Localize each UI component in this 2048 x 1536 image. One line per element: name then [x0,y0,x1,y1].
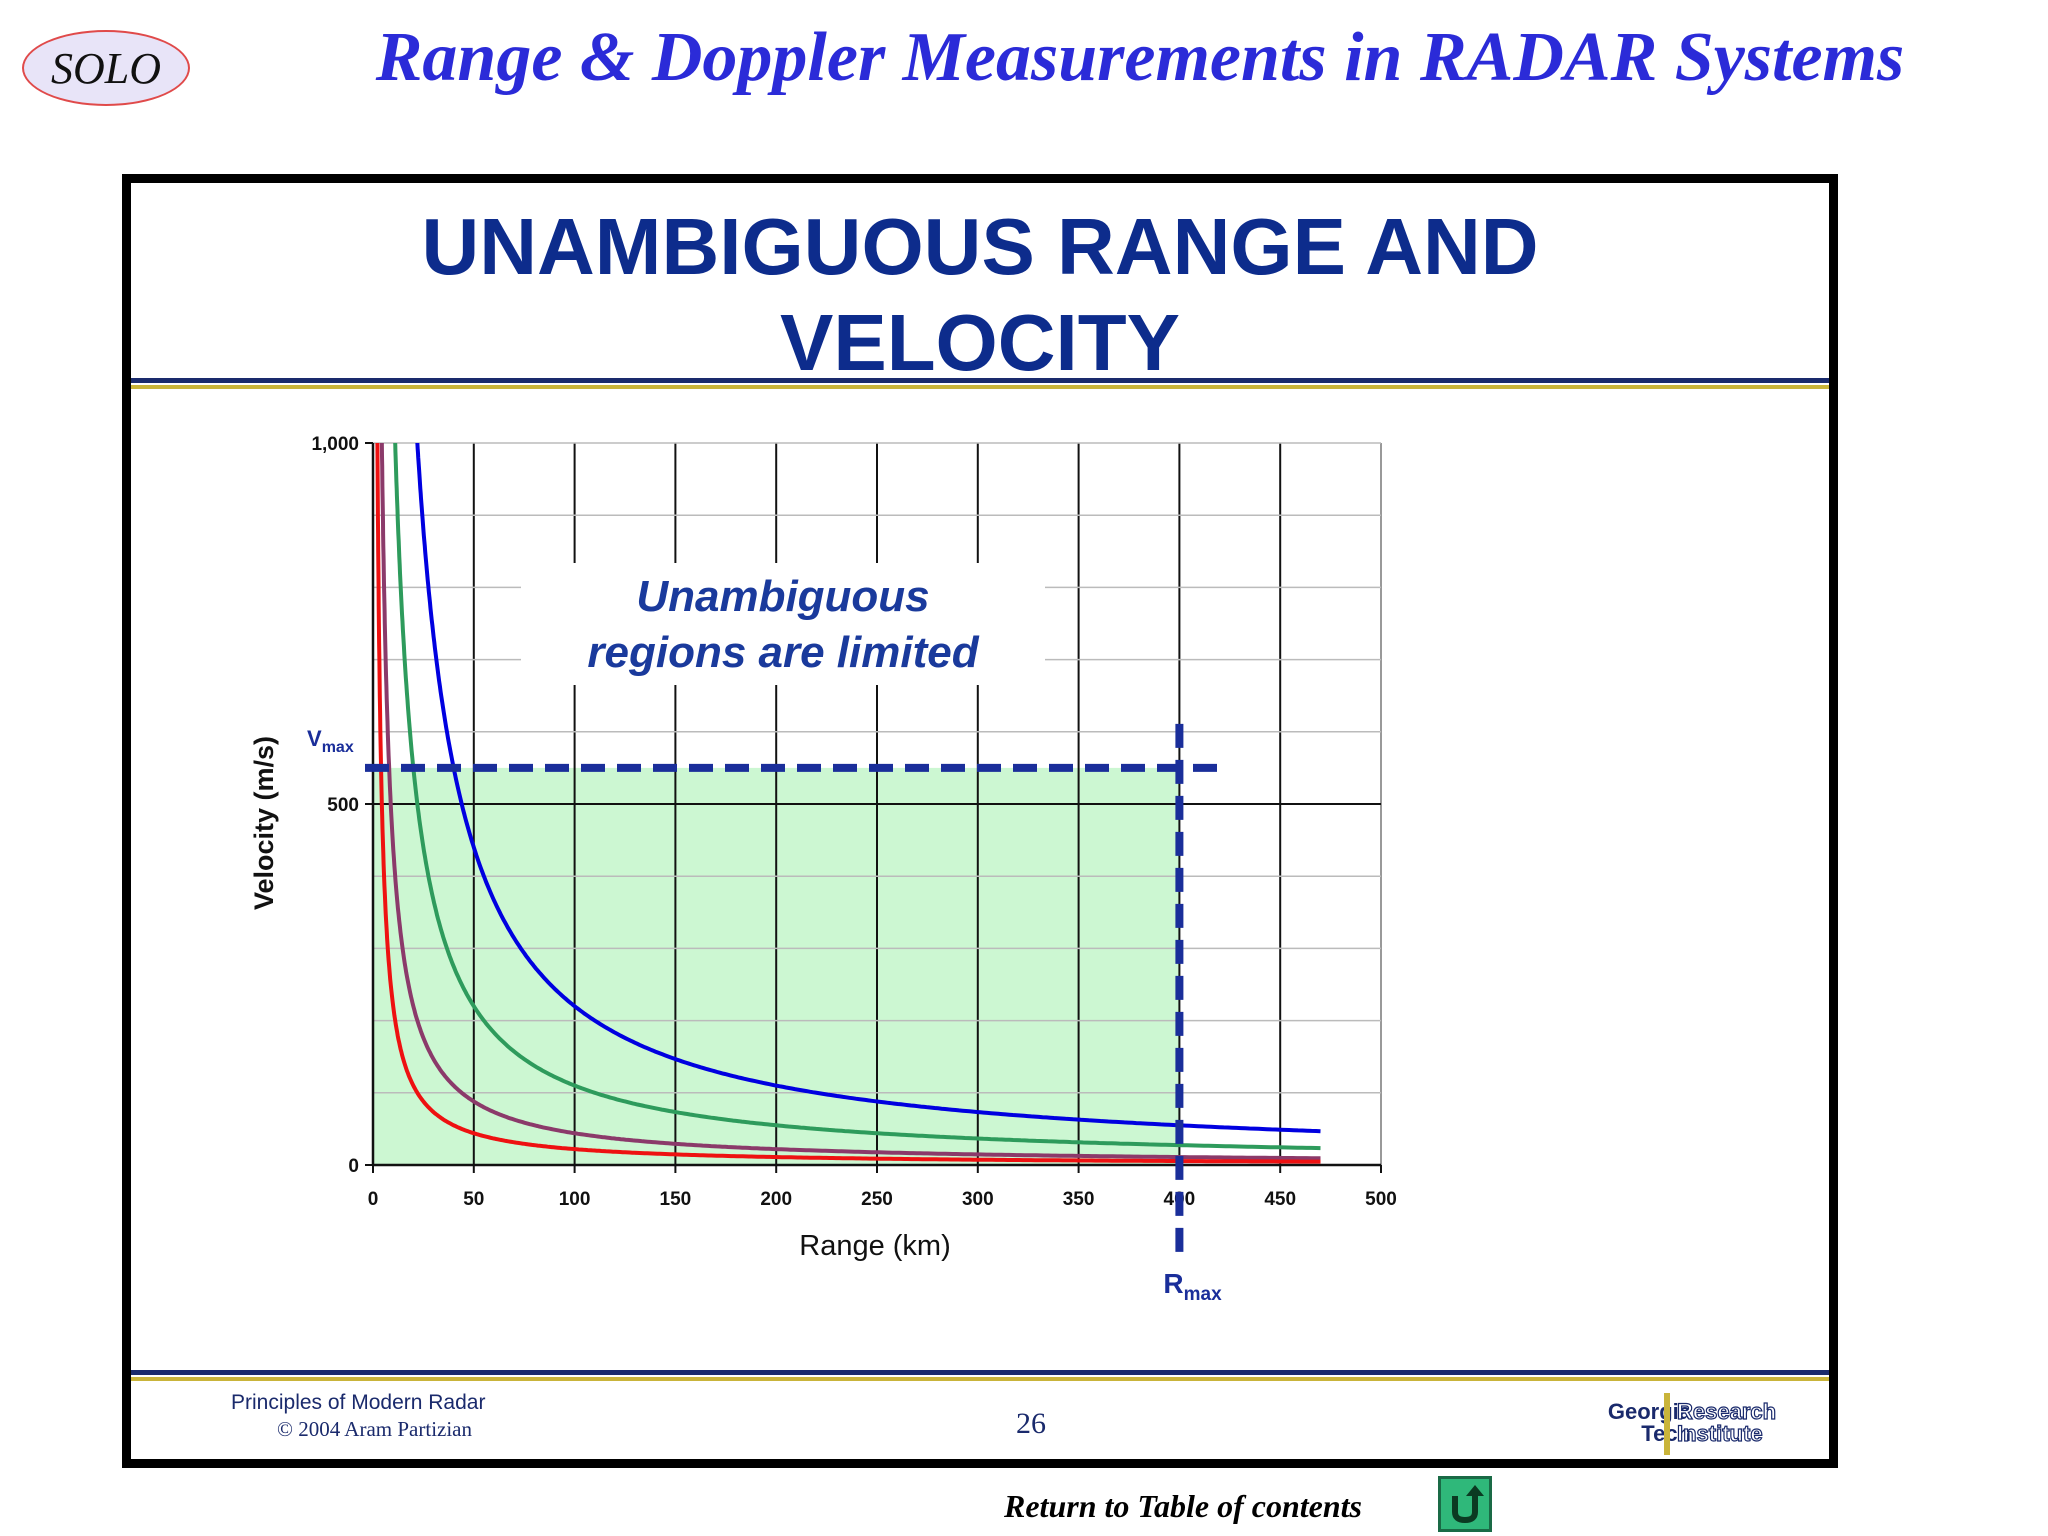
x-tick-label: 300 [962,1189,994,1210]
logo-divider [1664,1393,1670,1455]
vmax-label-main: V [307,726,322,751]
footer-credit-title: Principles of Modern Radar [231,1391,486,1414]
title-rule-navy [131,378,1829,383]
x-tick-label: 100 [559,1189,591,1210]
x-tick-label: 50 [463,1189,484,1210]
solo-logo: SOLO [22,30,190,106]
series-curve [393,443,1321,1151]
u-turn-arrow-icon [1452,1485,1484,1524]
x-tick-label: 450 [1264,1189,1296,1210]
slide-title-line1: UNAMBIGUOUS RANGE AND [421,202,1539,291]
annotation-background [521,563,1045,685]
logo-line1: Georgia [1607,1399,1691,1424]
return-to-toc-button[interactable] [1438,1476,1492,1532]
velocity-range-chart: 05010015020025030035040045050005001,000 … [249,434,1397,1305]
y-tick-label: 500 [327,795,359,816]
x-tick-label: 250 [861,1189,893,1210]
series-curve [379,443,1321,1161]
rmax-label-main: R [1163,1268,1183,1299]
slide-frame: UNAMBIGUOUS RANGE AND VELOCITY 0 50 100 150… [122,174,1838,1468]
slide-title-line2: VELOCITY [779,298,1181,387]
page-number: 26 [1016,1407,1046,1440]
y-tick-label: 1,000 [311,434,359,455]
x-tick-label: 200 [760,1189,792,1210]
title-rule-gold [131,385,1829,389]
y-axis-label: Velocity (m/s) [249,736,279,910]
series-curve [375,443,1321,1164]
chart-curves [375,443,1321,1164]
x-tick-label: 150 [660,1189,692,1210]
chart-axes: 05010015020025030035040045050005001,000 [311,434,1396,1210]
logo-ri-line2: Institute [1676,1421,1763,1446]
series-curve [415,443,1321,1134]
annotation-line1: Unambiguous [636,572,929,621]
vmax-label: Vmax [307,726,354,756]
page-title: Range & Doppler Measurements in RADAR Sy… [375,19,1905,96]
footer-credit: Principles of Modern Radar © 2004 Aram P… [231,1390,485,1442]
vmax-label-sub: max [322,739,354,756]
logo-ri-line1: Research [1676,1399,1777,1424]
x-tick-label: 500 [1365,1189,1397,1210]
annotation-line2: regions are limited [587,628,979,677]
footer-credit-copyright: © 2004 Aram Partizian [277,1417,472,1441]
x-axis-label: Range (km) [799,1230,951,1262]
slide-title: UNAMBIGUOUS RANGE AND VELOCITY [131,199,1829,391]
y-tick-label: 0 [348,1156,359,1177]
x-tick-label: 350 [1063,1189,1095,1210]
rmax-label: Rmax [1163,1268,1222,1305]
return-to-toc-link[interactable]: Return to Table of contents [1004,1488,1362,1524]
footer-rule-navy [131,1370,1829,1375]
research-institute-logo: Research Institute [1676,1399,1777,1446]
rmax-label-sub: max [1184,1284,1222,1305]
x-tick-label: 0 [368,1189,379,1210]
footer-rule-gold [131,1377,1829,1381]
